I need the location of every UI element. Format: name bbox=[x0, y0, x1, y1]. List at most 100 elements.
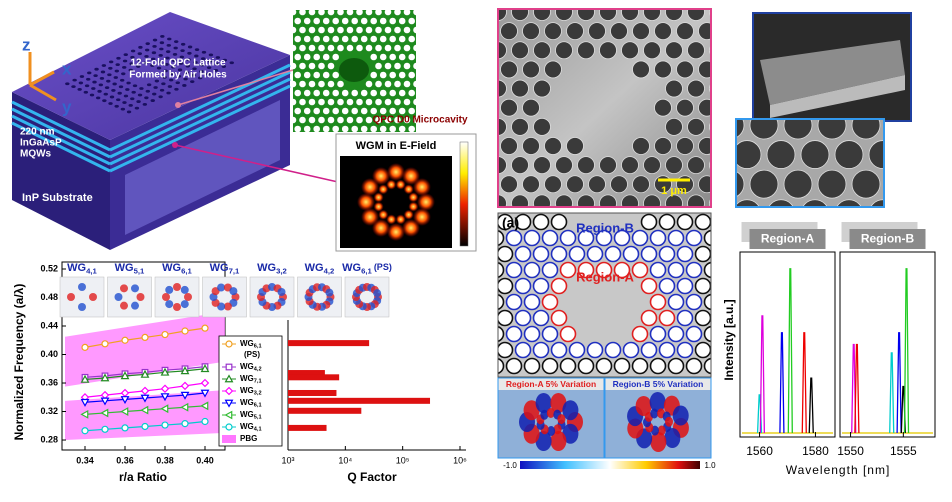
air-hole bbox=[165, 50, 171, 54]
lattice-hole bbox=[418, 72, 425, 79]
sem-hole bbox=[736, 140, 762, 169]
sem-hole bbox=[709, 159, 711, 171]
air-hole bbox=[180, 49, 185, 53]
region-hole bbox=[550, 277, 568, 295]
region-hole bbox=[541, 229, 559, 247]
mode-index: 4,1 bbox=[86, 266, 97, 275]
lattice-hole bbox=[370, 17, 378, 25]
region-hole bbox=[541, 357, 559, 375]
marker bbox=[224, 386, 234, 396]
variation-caption: Region-B 5% Variation bbox=[613, 379, 704, 389]
region-hole bbox=[595, 261, 613, 279]
air-hole bbox=[130, 97, 135, 101]
sem-hole bbox=[665, 9, 683, 21]
lattice-hole bbox=[332, 35, 340, 43]
variation-border bbox=[604, 377, 712, 459]
air-hole bbox=[197, 76, 203, 80]
sem-hole bbox=[577, 156, 595, 175]
sem-hole bbox=[479, 23, 496, 40]
lattice-hole bbox=[294, 53, 302, 61]
region-hole bbox=[505, 357, 523, 375]
lattice-hole bbox=[365, 80, 373, 88]
sem-hole bbox=[500, 137, 518, 155]
air-hole bbox=[174, 40, 179, 44]
x-tick-label: 0.34 bbox=[76, 455, 94, 465]
scale-bar-label: 1 μm bbox=[661, 185, 687, 197]
sem-hole bbox=[736, 119, 745, 139]
lattice-hole bbox=[365, 44, 373, 52]
y-tick-label: 0.28 bbox=[40, 434, 58, 444]
air-hole bbox=[164, 63, 169, 66]
air-hole bbox=[93, 74, 98, 78]
pointer-dot bbox=[175, 102, 181, 108]
region-hole bbox=[649, 325, 667, 343]
mode-suffix: (PS) bbox=[374, 262, 392, 272]
air-hole bbox=[123, 94, 129, 98]
lattice-hole bbox=[299, 10, 306, 16]
mqw-stripe bbox=[109, 77, 291, 166]
lattice-hole bbox=[313, 107, 321, 115]
air-hole bbox=[146, 83, 152, 87]
sem-tilted bbox=[753, 13, 911, 121]
sem-hole bbox=[654, 22, 672, 41]
air-hole bbox=[95, 96, 101, 100]
x-tick-label: 1550 bbox=[837, 444, 864, 458]
air-hole bbox=[166, 91, 171, 95]
lattice-hole bbox=[337, 44, 344, 52]
lattice-hole bbox=[303, 125, 311, 132]
air-hole bbox=[229, 61, 234, 65]
region-hole bbox=[559, 229, 577, 247]
lattice-hole bbox=[394, 98, 401, 106]
legend-swatch bbox=[222, 435, 236, 443]
spectral-peak bbox=[759, 315, 766, 434]
mode-name: WG bbox=[305, 262, 324, 274]
sem-hole bbox=[468, 42, 485, 59]
region-b-label: Region-B bbox=[576, 220, 634, 235]
lattice-hole bbox=[294, 89, 302, 97]
lattice-hole bbox=[351, 89, 359, 97]
lattice-hole bbox=[408, 107, 416, 115]
sem-hole bbox=[709, 121, 711, 133]
lattice-hole bbox=[303, 17, 311, 25]
region-hole bbox=[649, 357, 667, 375]
region-hole bbox=[541, 293, 559, 311]
wgm-lobe bbox=[357, 193, 375, 211]
region-hole bbox=[676, 213, 694, 231]
lattice-hole bbox=[403, 26, 411, 34]
lattice-hole bbox=[313, 35, 321, 43]
bar bbox=[288, 407, 362, 414]
wgm-lobe bbox=[373, 201, 384, 212]
air-hole bbox=[119, 78, 125, 82]
region-hole bbox=[498, 357, 505, 375]
sem-hole bbox=[632, 175, 650, 194]
spectral-peak bbox=[808, 377, 814, 434]
lattice-hole bbox=[308, 80, 316, 88]
air-hole bbox=[213, 68, 219, 72]
x-tick-label: 10⁵ bbox=[396, 455, 410, 465]
lattice-hole bbox=[398, 71, 406, 79]
lattice-hole bbox=[337, 10, 344, 16]
region-hole bbox=[649, 229, 667, 247]
air-hole bbox=[114, 69, 120, 73]
air-hole bbox=[100, 70, 106, 74]
region-hole bbox=[640, 309, 658, 327]
sem-hole bbox=[643, 41, 661, 60]
marker bbox=[224, 374, 234, 383]
air-hole bbox=[173, 46, 178, 50]
air-hole bbox=[156, 66, 162, 70]
spectral-peak bbox=[896, 332, 902, 434]
region-hole bbox=[480, 311, 495, 326]
axis-arrow bbox=[29, 83, 57, 102]
air-hole bbox=[160, 34, 165, 38]
lattice-hole bbox=[394, 116, 401, 124]
mode-index: 5,1 bbox=[134, 266, 145, 275]
mode-label: WG5,1 bbox=[115, 262, 145, 275]
region-hole bbox=[676, 277, 694, 295]
mode-image bbox=[59, 276, 105, 318]
region-hole bbox=[514, 245, 532, 263]
lattice-hole bbox=[394, 10, 401, 16]
sem-hole bbox=[500, 98, 518, 117]
mode-bg bbox=[202, 276, 247, 318]
lattice-hole bbox=[332, 71, 340, 79]
sem-hole bbox=[766, 140, 796, 169]
